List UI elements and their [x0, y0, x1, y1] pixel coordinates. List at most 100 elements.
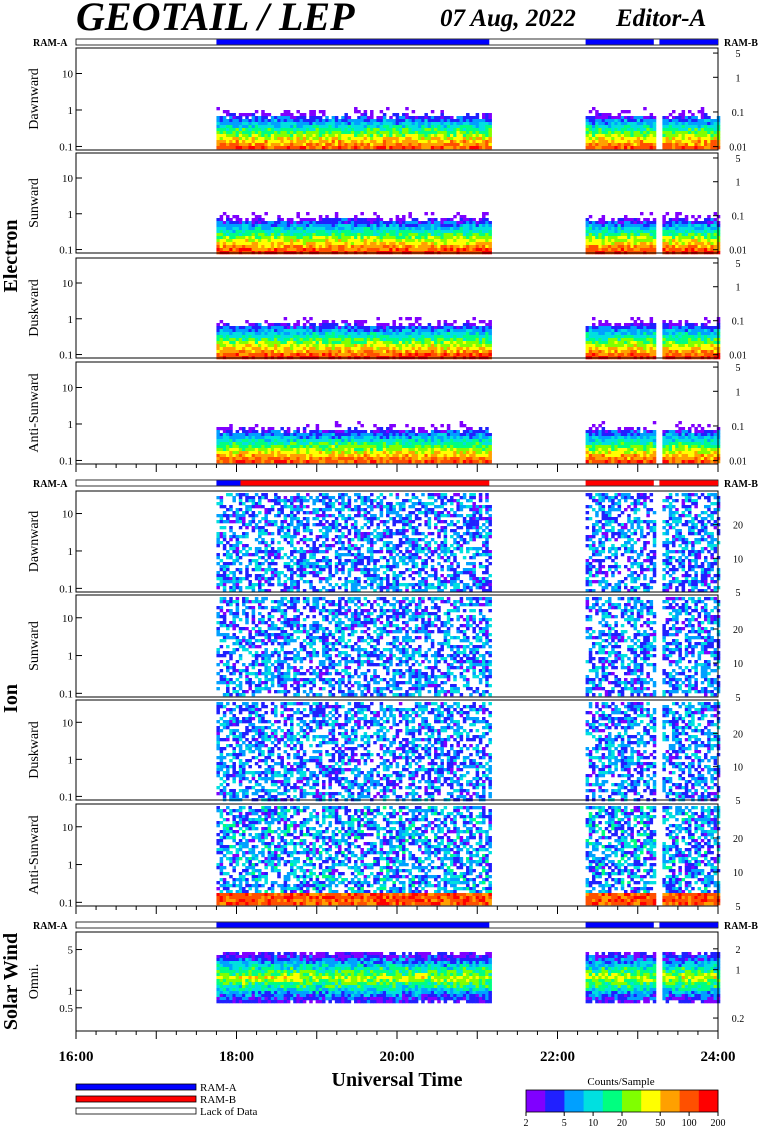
heatmap-cell [405, 131, 409, 135]
heatmap-cell [443, 131, 448, 135]
heatmap-cell [697, 128, 702, 132]
heatmap-cell [290, 119, 294, 123]
heatmap-cell [254, 146, 259, 150]
heatmap-cell [264, 224, 268, 228]
heatmap-cell [710, 335, 714, 339]
heatmap-cell [280, 454, 284, 458]
heatmap-cell [274, 131, 278, 135]
heatmap-cell [264, 146, 268, 150]
heatmap-cell [251, 218, 256, 222]
heatmap-cell [238, 233, 243, 237]
heatmap-cell [302, 317, 307, 321]
heatmap-cell [598, 134, 602, 138]
heatmap-cell [251, 119, 256, 123]
heatmap-cell [354, 110, 358, 114]
heatmap-cell [226, 460, 230, 464]
heatmap-cell [293, 146, 297, 150]
heatmap-cell [238, 224, 243, 228]
heatmap-cell [478, 353, 483, 357]
heatmap-cell [421, 143, 425, 147]
heatmap-cell [675, 329, 679, 333]
heatmap-cell [697, 350, 702, 354]
heatmap-cell [636, 125, 641, 129]
heatmap-cell [627, 341, 631, 345]
heatmap-cell [274, 436, 278, 440]
heatmap-cell [216, 436, 220, 440]
heatmap-cell [334, 442, 339, 446]
heatmap-cell [286, 454, 291, 458]
heatmap-cell [226, 218, 230, 222]
heatmap-cell [338, 227, 342, 231]
heatmap-cell [286, 338, 291, 342]
heatmap-cell [402, 329, 406, 333]
heatmap-cell [277, 347, 281, 351]
heatmap-cell [633, 347, 638, 351]
heatmap-cell [450, 341, 454, 345]
heatmap-cell [588, 332, 593, 336]
heatmap-cell [398, 353, 403, 357]
heatmap-cell [302, 248, 307, 252]
heatmap-cell [459, 131, 464, 135]
heatmap-cell [713, 329, 718, 333]
heatmap-cell [219, 332, 224, 336]
heatmap-cell [665, 221, 670, 225]
heatmap-cell [398, 338, 403, 342]
heatmap-cell [462, 215, 467, 219]
heatmap-cell [254, 128, 259, 132]
heatmap-cell [643, 236, 647, 240]
heatmap-cell [588, 233, 593, 237]
heatmap-cell [636, 326, 641, 330]
heatmap-cell [293, 448, 297, 452]
heatmap-cell [450, 347, 454, 351]
heatmap-cell [402, 221, 406, 225]
heatmap-cell [443, 236, 448, 240]
heatmap-cell [623, 245, 628, 249]
heatmap-cell [585, 116, 590, 120]
heatmap-cell [700, 122, 705, 126]
heatmap-cell [681, 116, 686, 120]
heatmap-cell [678, 239, 682, 243]
heatmap-cell [440, 344, 444, 348]
heatmap-cell [684, 236, 689, 240]
heatmap-cell [456, 242, 460, 246]
heatmap-cell [643, 338, 647, 342]
heatmap-cell [703, 323, 708, 327]
heatmap-cell [389, 350, 393, 354]
heatmap-cell [668, 347, 673, 351]
heatmap-cell [258, 445, 262, 449]
heatmap-cell [286, 350, 291, 354]
heatmap-cell [475, 353, 480, 357]
heatmap-cell [261, 457, 265, 461]
heatmap-cell [405, 347, 409, 351]
heatmap-cell [665, 323, 670, 327]
right-tick-label: 0.01 [729, 351, 747, 362]
heatmap-cell [475, 221, 480, 225]
heatmap-cell [678, 329, 682, 333]
heatmap-cell [630, 326, 634, 330]
heatmap-cell [344, 116, 348, 120]
heatmap-cell [687, 329, 692, 333]
heatmap-cell [427, 236, 432, 240]
heatmap-cell [299, 245, 304, 249]
heatmap-cell [312, 439, 316, 443]
heatmap-cell [334, 242, 339, 246]
heatmap-cell [446, 344, 451, 348]
heatmap-cell [242, 457, 246, 461]
heatmap-cell [315, 134, 320, 138]
heatmap-cell [662, 326, 666, 330]
heatmap-cell [440, 125, 444, 129]
heatmap-cell [607, 125, 612, 129]
heatmap-cell [713, 119, 718, 123]
heatmap-cell [306, 137, 310, 141]
heatmap-cell [341, 353, 345, 357]
heatmap-cell [219, 125, 224, 129]
heatmap-cell [306, 125, 310, 129]
heatmap-cell [414, 230, 419, 234]
heatmap-cell [601, 245, 606, 249]
heatmap-cell [630, 137, 634, 141]
heatmap-cell [643, 146, 647, 150]
heatmap-cell [277, 344, 281, 348]
heatmap-cell [446, 131, 451, 135]
heatmap-cell [309, 323, 313, 327]
heatmap-cell [446, 119, 451, 123]
